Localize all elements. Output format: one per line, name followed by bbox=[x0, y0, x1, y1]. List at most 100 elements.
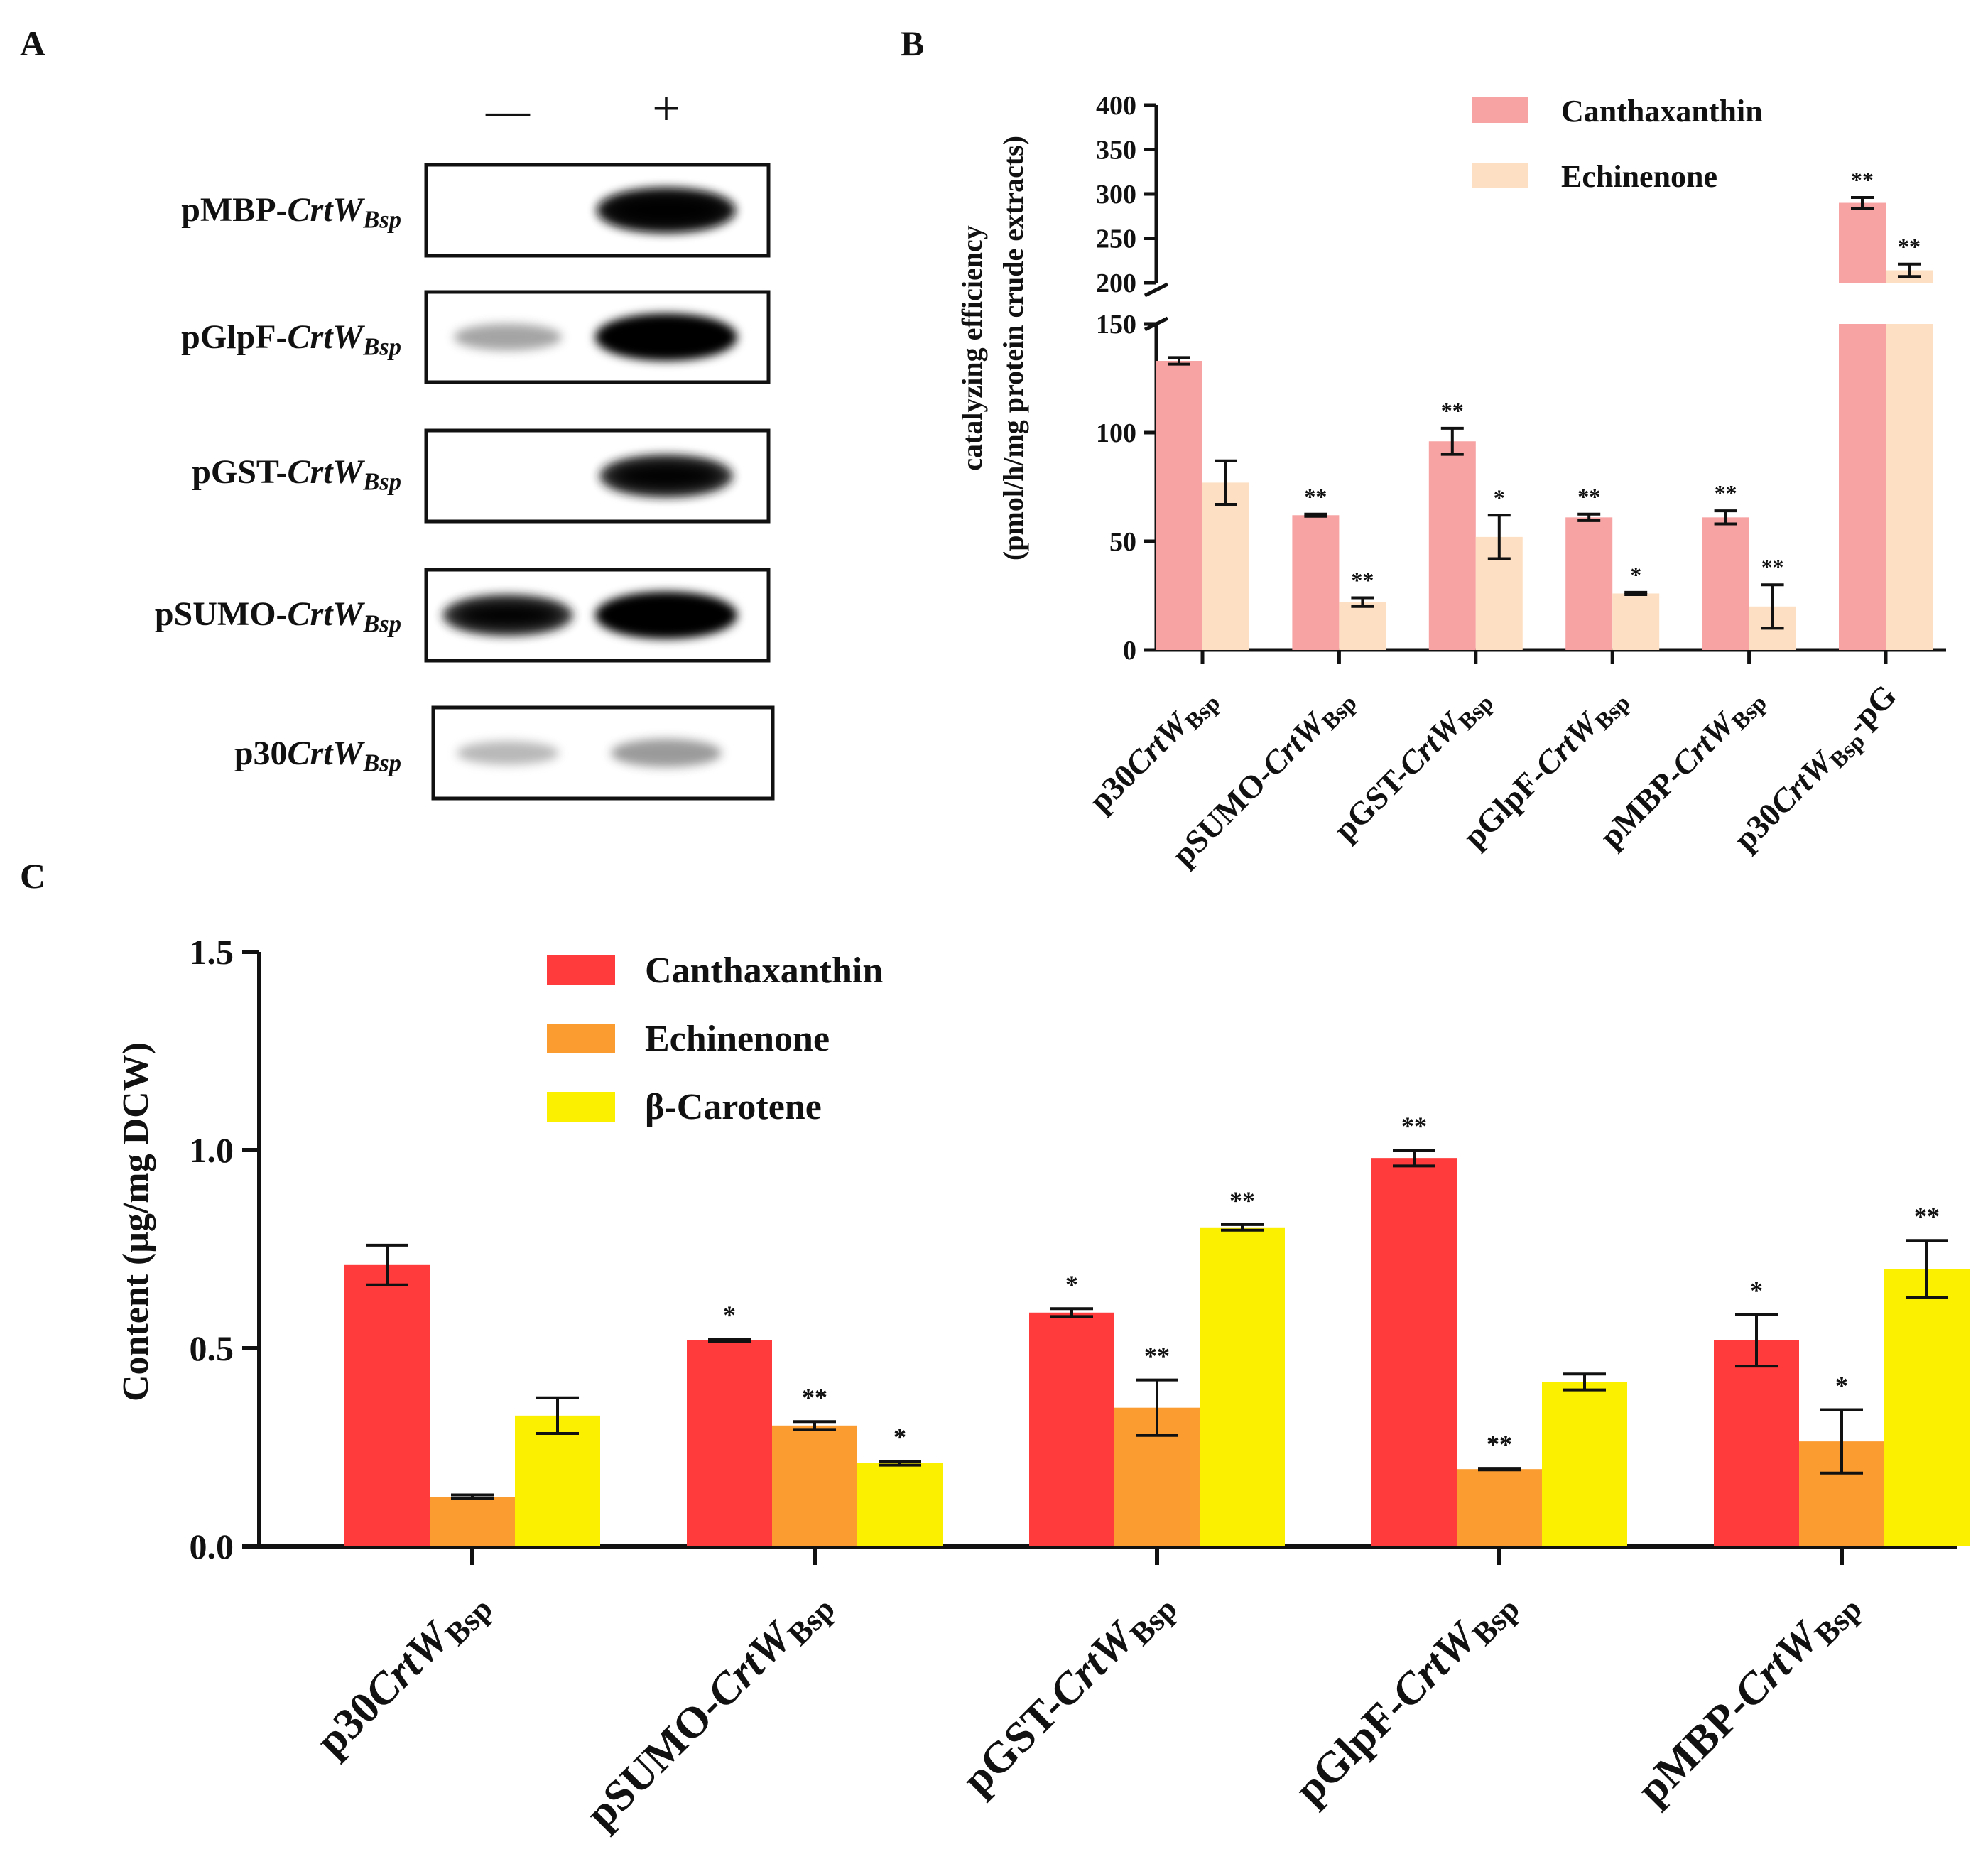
chart-b-ytick-label: 50 bbox=[1109, 527, 1136, 557]
chart-c-bar bbox=[1200, 1227, 1285, 1546]
blot-row-label: p30CrtWBsp bbox=[234, 735, 401, 777]
blot-band-plus-core bbox=[606, 321, 727, 353]
blot-row-label-sub: Bsp bbox=[362, 334, 401, 361]
blot-row-label: pGST-CrtWBsp bbox=[192, 453, 401, 496]
chart-c-bar bbox=[687, 1340, 772, 1546]
chart-c-legend-swatch bbox=[547, 1092, 615, 1122]
chart-c-bar bbox=[1371, 1158, 1457, 1546]
chart-b-ylabel-line2: (pmol/h/mg protein crude extracts) bbox=[997, 136, 1029, 560]
chart-c-ytick-label: 0.0 bbox=[190, 1527, 234, 1566]
chart-b-xtick-label-prefix: pSUMO- bbox=[1165, 757, 1281, 873]
chart-c-bar bbox=[515, 1415, 600, 1546]
chart-c-bar bbox=[1714, 1340, 1799, 1546]
chart-b-ytick-label: 0 bbox=[1123, 636, 1136, 666]
chart-c-xtick-label-prefix: pMBP- bbox=[1628, 1683, 1759, 1814]
blot-row: pSUMO-CrtWBsp bbox=[155, 568, 771, 663]
chart-b-sig-label: * bbox=[1494, 484, 1505, 510]
blot-frame bbox=[431, 705, 775, 801]
blot-row: pMBP-CrtWBsp bbox=[181, 163, 771, 258]
chart-c-sig-label: ** bbox=[802, 1383, 827, 1411]
chart-b-bar bbox=[1428, 441, 1476, 650]
chart-b-sig-label: ** bbox=[1761, 554, 1784, 580]
chart-c-legend-swatch bbox=[547, 955, 615, 985]
chart-c-sig-label: * bbox=[1750, 1277, 1763, 1305]
panel-label-c: C bbox=[20, 856, 45, 896]
blot-row-label-prefix: p30 bbox=[234, 735, 288, 772]
chart-b-xtick-label-prefix: pMBP- bbox=[1592, 757, 1690, 855]
chart-b-legend-swatch bbox=[1472, 163, 1528, 188]
blot-frame bbox=[424, 568, 771, 663]
chart-b-bar bbox=[1339, 602, 1386, 650]
chart-b-bar bbox=[1702, 517, 1749, 650]
blot-row-label-sub: Bsp bbox=[362, 750, 401, 777]
chart-c-bar bbox=[1029, 1312, 1114, 1546]
panel-label-a: A bbox=[20, 23, 45, 63]
chart-c-ytick-label: 1.5 bbox=[190, 932, 234, 972]
chart-c-sig-label: * bbox=[893, 1423, 906, 1451]
chart-b-ylabel-line1: catalyzing efficiency bbox=[956, 225, 988, 470]
blot-row-label-prefix: pGST- bbox=[192, 453, 287, 491]
chart-b-ytick-label: 200 bbox=[1096, 269, 1136, 298]
blot-row-label-prefix: pMBP- bbox=[181, 191, 287, 229]
chart-b-legend-label: Echinenone bbox=[1561, 159, 1717, 194]
chart-c-legend-label: Canthaxanthin bbox=[645, 950, 883, 991]
chart-c-sig-label: * bbox=[1065, 1270, 1078, 1299]
chart-c-xtick-label-prefix: pSUMO- bbox=[577, 1683, 732, 1838]
chart-c-bar bbox=[430, 1497, 515, 1546]
chart-b-bar bbox=[1565, 517, 1613, 650]
blot-row: p30CrtWBsp bbox=[234, 705, 775, 801]
blot-row: pGlpF-CrtWBsp bbox=[181, 290, 771, 384]
chart-b-ytick-label: 350 bbox=[1096, 136, 1136, 166]
chart-b-bar bbox=[1612, 593, 1660, 650]
blot-row-label-prefix: pGlpF- bbox=[181, 318, 287, 356]
chart-b-xtick-label-prefix: pGlpF- bbox=[1456, 757, 1553, 855]
panel-label-b: B bbox=[901, 23, 924, 63]
blot-row: pGST-CrtWBsp bbox=[192, 428, 771, 524]
chart-c-sig-label: ** bbox=[1401, 1112, 1427, 1140]
blot-frame bbox=[424, 290, 771, 384]
blot-band-minus bbox=[457, 741, 559, 765]
chart-c-sig-label: ** bbox=[1487, 1430, 1512, 1458]
chart-c-xtick-label: pGST-CrtWBsp bbox=[953, 1578, 1184, 1809]
blot-row-label-gene: CrtW bbox=[288, 595, 366, 633]
blot-row-label-gene: CrtW bbox=[288, 735, 366, 772]
chart-c-xtick-label: pMBP-CrtWBsp bbox=[1628, 1578, 1869, 1819]
chart-c: Content (μg/mg DCW) 0.00.51.01.5 *******… bbox=[116, 932, 1970, 1838]
chart-b-sig-label: ** bbox=[1441, 398, 1464, 423]
western-blot-panel: — + pMBP-CrtWBsppGlpF-CrtWBsppGST-CrtWBs… bbox=[155, 82, 775, 801]
blot-row-label-prefix: pSUMO- bbox=[155, 595, 288, 633]
chart-b-sig-label: ** bbox=[1351, 568, 1374, 593]
chart-c-ytick-label: 1.0 bbox=[190, 1130, 234, 1170]
chart-c-bar bbox=[857, 1463, 943, 1546]
blot-row-label-sub: Bsp bbox=[362, 207, 401, 234]
chart-c-xtick-label-prefix: pGlpF- bbox=[1286, 1683, 1417, 1814]
blot-band-minus bbox=[454, 323, 562, 351]
chart-c-xtick-label-prefix: pGST- bbox=[953, 1683, 1075, 1804]
blot-row-label: pGlpF-CrtWBsp bbox=[181, 318, 401, 361]
blot-row-label-gene: CrtW bbox=[288, 318, 366, 356]
blot-row-label: pSUMO-CrtWBsp bbox=[155, 595, 401, 638]
chart-b-legend-label: Canthaxanthin bbox=[1561, 94, 1763, 129]
chart-b-bar bbox=[1886, 324, 1933, 650]
chart-b-ytick-label: 250 bbox=[1096, 224, 1136, 254]
blot-band-plus bbox=[611, 739, 722, 767]
chart-c-bar bbox=[1542, 1382, 1627, 1546]
blot-band-plus-core bbox=[609, 461, 723, 491]
chart-b-sig-label: ** bbox=[1851, 167, 1874, 193]
chart-b-ytick-label: 400 bbox=[1096, 91, 1136, 121]
chart-b: catalyzing efficiency (pmol/h/mg protein… bbox=[956, 91, 1946, 873]
chart-b-bar bbox=[1292, 515, 1340, 650]
chart-c-sig-label: ** bbox=[1914, 1202, 1940, 1230]
chart-c-bar bbox=[1457, 1469, 1542, 1546]
chart-b-legend-swatch bbox=[1472, 97, 1528, 123]
chart-b-ytick-label: 300 bbox=[1096, 180, 1136, 210]
chart-c-legend-label: Echinenone bbox=[645, 1019, 830, 1059]
chart-b-bar bbox=[1202, 482, 1249, 650]
chart-b-xtick-label-prefix: pGST- bbox=[1327, 757, 1417, 847]
chart-c-bar bbox=[344, 1264, 430, 1546]
blot-row-label-gene: CrtW bbox=[288, 453, 366, 491]
blot-band-minus-core bbox=[452, 601, 564, 629]
blot-row-label-sub: Bsp bbox=[362, 611, 401, 638]
chart-c-xtick-label: pGlpF-CrtWBsp bbox=[1286, 1578, 1526, 1819]
